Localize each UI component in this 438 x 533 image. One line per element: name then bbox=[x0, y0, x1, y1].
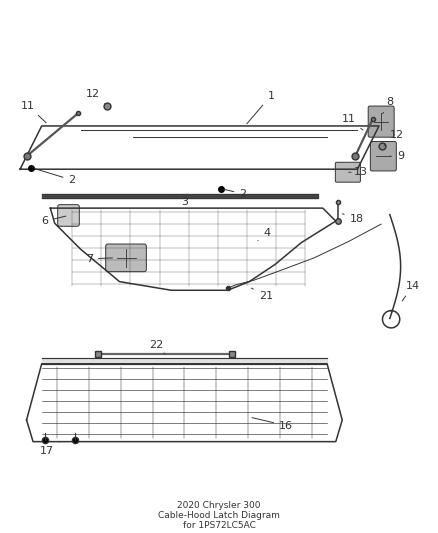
Text: 11: 11 bbox=[21, 101, 46, 123]
Text: 21: 21 bbox=[251, 288, 273, 301]
FancyBboxPatch shape bbox=[371, 142, 396, 171]
Text: 2020 Chrysler 300
Cable-Hood Latch Diagram
for 1PS72LC5AC: 2020 Chrysler 300 Cable-Hood Latch Diagr… bbox=[158, 500, 280, 530]
FancyBboxPatch shape bbox=[106, 244, 146, 272]
Text: 7: 7 bbox=[86, 254, 113, 264]
Text: 16: 16 bbox=[252, 418, 293, 431]
Text: 18: 18 bbox=[342, 214, 364, 224]
Text: 1: 1 bbox=[247, 91, 274, 124]
FancyBboxPatch shape bbox=[368, 106, 394, 137]
Text: 9: 9 bbox=[390, 151, 404, 161]
Text: 22: 22 bbox=[149, 340, 165, 354]
Text: 4: 4 bbox=[258, 228, 270, 240]
Text: 12: 12 bbox=[384, 130, 404, 146]
Text: 13: 13 bbox=[349, 167, 368, 177]
FancyBboxPatch shape bbox=[336, 162, 360, 182]
Text: 2: 2 bbox=[224, 189, 246, 199]
Text: 11: 11 bbox=[342, 115, 363, 130]
Text: 6: 6 bbox=[42, 216, 66, 226]
FancyBboxPatch shape bbox=[58, 205, 79, 227]
Text: 17: 17 bbox=[40, 442, 60, 456]
Text: 14: 14 bbox=[402, 281, 420, 301]
Text: 8: 8 bbox=[383, 97, 393, 114]
Text: 3: 3 bbox=[176, 196, 188, 207]
Text: 2: 2 bbox=[35, 169, 75, 185]
Text: 12: 12 bbox=[86, 90, 105, 104]
